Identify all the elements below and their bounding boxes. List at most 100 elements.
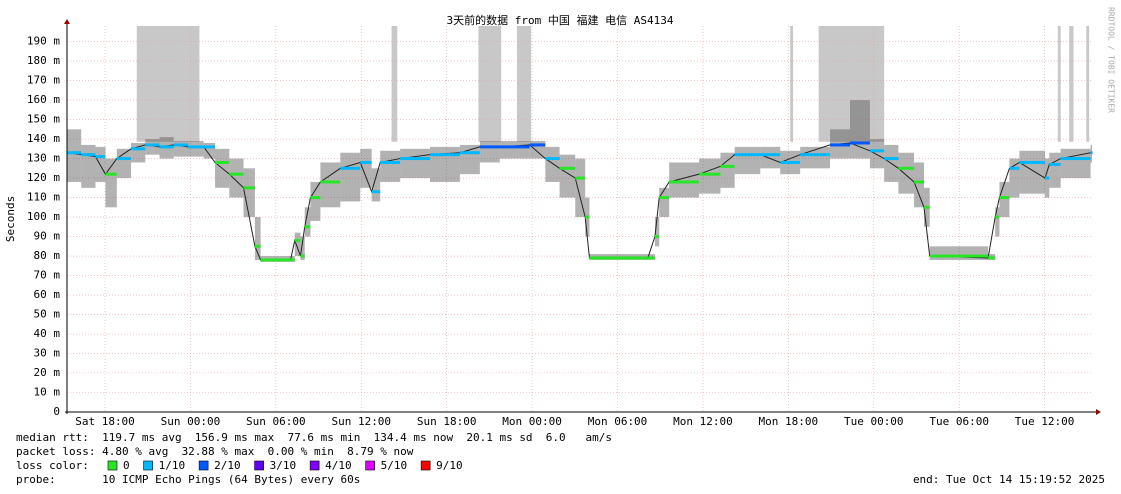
y-tick-label: 120 m xyxy=(27,171,60,184)
median-point xyxy=(869,149,885,153)
median-point xyxy=(310,196,321,200)
rtt-stats: median rtt: 119.7 ms avg 156.9 ms max 77… xyxy=(16,431,612,444)
y-tick-label: 160 m xyxy=(27,93,60,106)
smoke xyxy=(105,158,117,208)
smoke xyxy=(254,217,261,260)
smoke xyxy=(499,141,530,159)
legend-label: 5/10 xyxy=(381,459,408,472)
median-point xyxy=(371,190,381,194)
unknown-period xyxy=(478,26,502,142)
median-point xyxy=(254,244,261,248)
median-point xyxy=(294,238,301,242)
smoke xyxy=(1009,158,1020,198)
median-point xyxy=(1009,166,1020,170)
smoke xyxy=(575,158,586,218)
legend-swatch xyxy=(198,460,209,471)
median-point xyxy=(780,160,801,164)
legend-label: 0 xyxy=(123,459,130,472)
smoke xyxy=(320,162,341,208)
x-tick-label: Mon 06:00 xyxy=(588,415,648,428)
x-tick-label: Sun 06:00 xyxy=(246,415,306,428)
median-point xyxy=(116,157,132,161)
x-tick-label: Sun 18:00 xyxy=(417,415,477,428)
median-point xyxy=(300,254,305,258)
median-point xyxy=(380,160,401,164)
smoke xyxy=(545,146,560,182)
x-tick-label: Mon 18:00 xyxy=(759,415,819,428)
y-tick-label: 100 m xyxy=(27,210,60,223)
y-tick-label: 40 m xyxy=(34,327,61,340)
legend-swatch xyxy=(143,460,153,471)
smoke xyxy=(559,154,576,198)
median-point xyxy=(545,157,560,161)
smoke xyxy=(371,168,381,202)
smoke xyxy=(173,141,189,157)
median-point xyxy=(659,196,670,200)
axis-arrow xyxy=(1096,409,1101,415)
unknown-period xyxy=(790,26,794,142)
median-point xyxy=(188,145,204,149)
smoke xyxy=(400,148,431,179)
y-tick-label: 10 m xyxy=(34,386,61,399)
unknown-period xyxy=(1086,26,1090,142)
median-point xyxy=(479,145,500,149)
x-tick-label: Sun 12:00 xyxy=(331,415,391,428)
legend-swatch xyxy=(254,460,264,471)
y-tick-label: 190 m xyxy=(27,35,60,48)
median-point xyxy=(929,254,989,258)
y-tick-label: 130 m xyxy=(27,152,60,165)
x-tick-label: Sat 18:00 xyxy=(75,415,135,428)
smoke xyxy=(380,150,401,182)
median-point xyxy=(81,153,96,157)
median-point xyxy=(1049,162,1061,166)
median-point xyxy=(849,141,870,145)
median-point xyxy=(1019,160,1046,164)
median-point xyxy=(734,153,761,157)
y-tick-label: 60 m xyxy=(34,288,61,301)
smoke xyxy=(898,152,915,194)
median-point xyxy=(760,153,781,157)
chart-title: 3天前的数据 from 中国 福建 电信 AS4134 xyxy=(447,13,674,27)
legend-swatch xyxy=(365,460,375,471)
legend-label: 2/10 xyxy=(214,459,241,472)
unknown-period xyxy=(516,26,532,142)
median-point xyxy=(830,143,850,147)
median-point xyxy=(995,215,1000,219)
smoke xyxy=(304,207,311,237)
median-point xyxy=(914,180,925,184)
unknown-period xyxy=(391,26,398,142)
smoke xyxy=(734,146,761,175)
smoke xyxy=(188,141,204,157)
median-point xyxy=(720,164,735,168)
legend-label: 3/10 xyxy=(270,459,297,472)
median-point xyxy=(459,151,480,155)
unknown-period xyxy=(818,26,885,142)
median-point xyxy=(131,147,146,151)
median-point xyxy=(988,256,996,260)
median-point xyxy=(430,153,460,157)
median-point xyxy=(529,143,546,147)
smoke xyxy=(479,141,500,163)
median-point xyxy=(105,172,117,176)
smoke xyxy=(995,207,1000,237)
y-tick-label: 150 m xyxy=(27,113,60,126)
end-time: end: Tue Oct 14 15:19:52 2025 xyxy=(913,473,1105,486)
side-text: RRDTOOL / TOBI OETIKER xyxy=(1107,7,1116,113)
median-point xyxy=(215,160,230,164)
smoke xyxy=(243,168,255,218)
median-point xyxy=(575,176,586,180)
axis-arrow xyxy=(64,19,70,24)
smoke xyxy=(145,139,160,155)
median-point xyxy=(1060,157,1091,161)
x-tick-label: Sun 00:00 xyxy=(161,415,221,428)
probe-info: probe: 10 ICMP Echo Pings (64 Bytes) eve… xyxy=(16,473,360,486)
median-point xyxy=(159,145,174,149)
median-point xyxy=(340,166,361,170)
unknown-period xyxy=(136,26,200,142)
y-tick-label: 110 m xyxy=(27,191,60,204)
x-tick-label: Tue 06:00 xyxy=(929,415,989,428)
median-point xyxy=(589,256,648,260)
median-point xyxy=(647,256,655,260)
median-point xyxy=(559,166,576,170)
